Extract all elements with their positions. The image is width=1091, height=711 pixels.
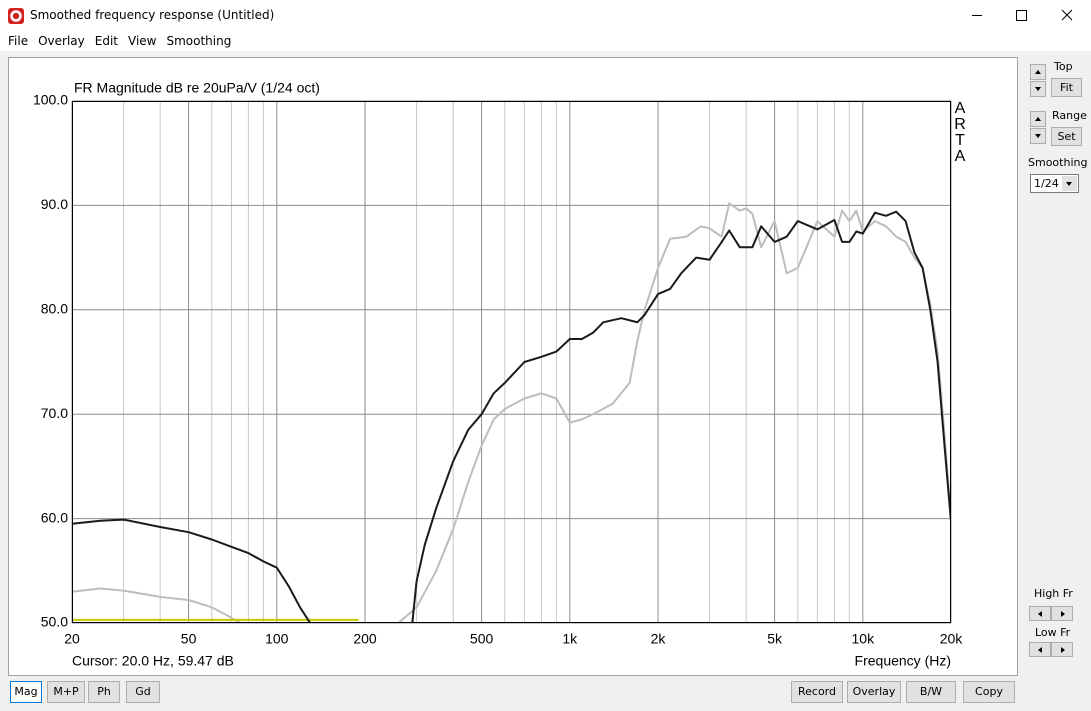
low-fr-right[interactable] (1051, 642, 1073, 657)
menu-item[interactable]: Overlay (38, 34, 85, 48)
x-tick-label: 50 (181, 631, 197, 647)
smoothing-select[interactable]: 1/24 (1030, 174, 1079, 193)
top-label: Top (1054, 60, 1073, 73)
view-button[interactable]: Mag (10, 681, 42, 703)
low-fr-label: Low Fr (1035, 626, 1071, 639)
watermark: ARTA (954, 100, 966, 165)
y-tick-label: 100.0 (33, 92, 68, 108)
x-tick-label: 5k (767, 631, 783, 647)
action-button[interactable]: Copy (963, 681, 1015, 703)
low-fr-left[interactable] (1029, 642, 1051, 657)
chart-title: FR Magnitude dB re 20uPa/V (1/24 oct) (74, 80, 320, 96)
y-tick-label: 70.0 (41, 405, 68, 421)
view-button[interactable]: M+P (47, 681, 85, 703)
menu-item[interactable]: Edit (94, 34, 118, 48)
y-tick-label: 80.0 (41, 301, 68, 317)
action-button[interactable]: Record (791, 681, 843, 703)
high-fr-label: High Fr (1034, 587, 1073, 600)
range-label: Range (1052, 109, 1087, 122)
x-tick-label: 100 (265, 631, 289, 647)
set-button[interactable]: Set (1051, 127, 1082, 146)
x-tick-label: 1k (562, 631, 578, 647)
x-tick-label: 20k (940, 631, 964, 647)
high-fr-left[interactable] (1029, 606, 1051, 621)
y-tick-label: 50.0 (41, 614, 68, 630)
smoothing-value: 1/24 (1034, 177, 1059, 190)
x-tick-label: 20 (64, 631, 80, 647)
smoothing-label: Smoothing (1028, 156, 1088, 169)
series-line (72, 210, 951, 623)
plot-border (72, 101, 951, 623)
x-tick-label: 2k (651, 631, 667, 647)
range-up[interactable] (1030, 111, 1046, 127)
menu-bar: File Overlay Edit View Smoothing (0, 31, 1091, 51)
high-fr-right[interactable] (1051, 606, 1073, 621)
menu-item[interactable]: File (8, 34, 29, 48)
view-button[interactable]: Ph (88, 681, 120, 703)
y-tick-label: 90.0 (41, 196, 68, 212)
series-line (72, 202, 951, 623)
x-tick-label: 10k (852, 631, 876, 647)
action-button[interactable]: B/W (906, 681, 956, 703)
window-title: Smoothed frequency response (Untitled) (30, 8, 275, 22)
menu-item[interactable]: Smoothing (166, 34, 232, 48)
window-controls[interactable] (960, 0, 1091, 31)
app-icon (8, 8, 24, 24)
top-up[interactable] (1030, 64, 1046, 80)
action-button[interactable]: Overlay (847, 681, 901, 703)
y-tick-label: 60.0 (41, 509, 68, 525)
range-down[interactable] (1030, 128, 1046, 144)
title-bar: Smoothed frequency response (Untitled) (0, 0, 1091, 31)
x-axis-label: Frequency (Hz) (855, 653, 951, 669)
fit-button[interactable]: Fit (1051, 78, 1082, 97)
top-down[interactable] (1030, 81, 1046, 97)
view-button[interactable]: Gd (126, 681, 160, 703)
menu-item[interactable]: View (128, 34, 157, 48)
cursor-readout: Cursor: 20.0 Hz, 59.47 dB (72, 653, 234, 669)
x-tick-label: 200 (353, 631, 377, 647)
x-tick-label: 500 (470, 631, 494, 647)
